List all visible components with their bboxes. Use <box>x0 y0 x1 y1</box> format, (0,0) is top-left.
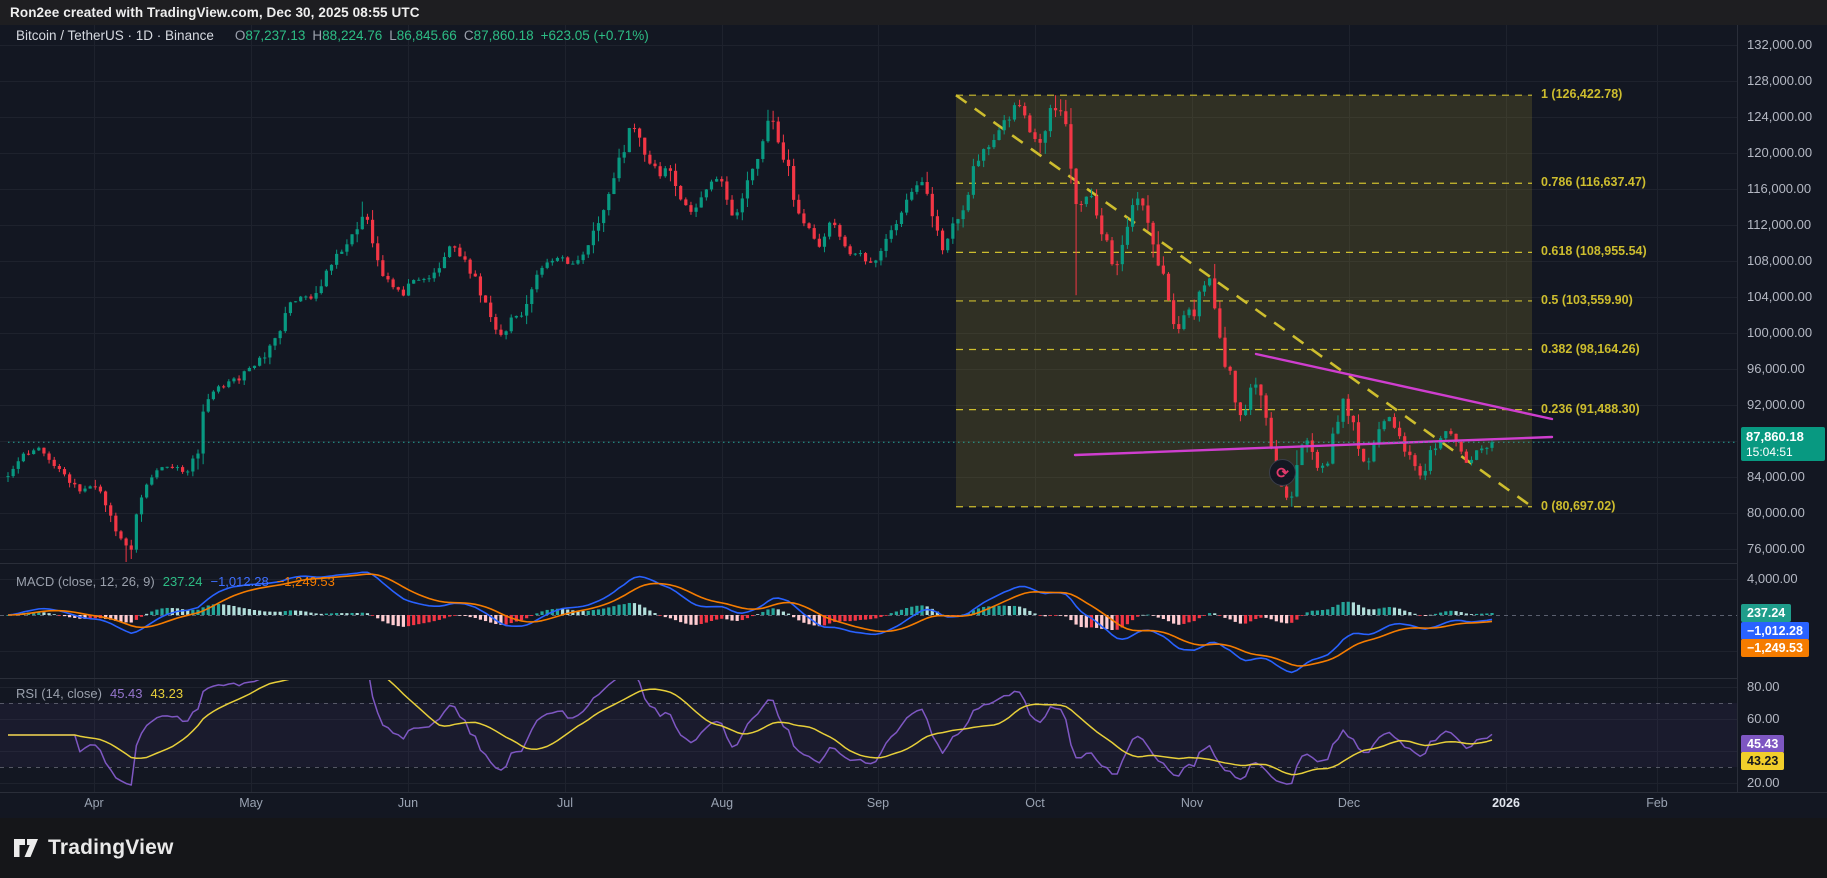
fib-level-label: 0.5 (103,559.90) <box>1541 292 1633 307</box>
price-scale-tick[interactable]: 100,000.00 <box>1747 325 1813 340</box>
price-scale-tick[interactable]: 80,000.00 <box>1747 505 1805 520</box>
symbol-header: Bitcoin / TetherUS · 1D · Binance O87,237… <box>16 28 649 43</box>
symbol-title[interactable]: Bitcoin / TetherUS · 1D · Binance <box>16 28 214 43</box>
macd-scale-tick[interactable]: 4,000.00 <box>1747 571 1798 586</box>
rsi-title[interactable]: RSI (14, close) <box>16 686 102 701</box>
logo-bar: TradingView <box>0 818 1827 878</box>
macd-value-badge: −1,012.28 <box>1741 621 1809 640</box>
price-scale-tick[interactable]: 92,000.00 <box>1747 397 1805 412</box>
indicator-status-value: −1,012.28 <box>210 574 269 589</box>
ohlc-value: 88,224.76 <box>322 28 383 43</box>
fib-level-label: 1 (126,422.78) <box>1541 87 1623 102</box>
tradingview-logo-text[interactable]: TradingView <box>48 836 174 859</box>
ohlc-value: 87,237.13 <box>245 28 306 43</box>
price-scale-tick[interactable]: 76,000.00 <box>1747 541 1805 556</box>
time-axis-label[interactable]: Dec <box>1337 796 1361 810</box>
indicator-status-value: 45.43 <box>109 686 143 701</box>
price-scale-tick[interactable]: 84,000.00 <box>1747 469 1805 484</box>
rsi-scale-tick[interactable]: 60.00 <box>1747 711 1780 726</box>
price-scale-tick[interactable]: 132,000.00 <box>1747 37 1813 52</box>
candlestick-series <box>6 95 1494 562</box>
watermark-bar: Ron2ee created with TradingView.com, Dec… <box>0 0 1827 25</box>
fib-level-label: 0.382 (98,164.26) <box>1541 341 1640 356</box>
ohlc-values: O87,237.13 H88,224.76 L86,845.66 C87,860.18 <box>228 28 534 43</box>
time-axis-label[interactable]: 2026 <box>1492 796 1520 810</box>
ohlc-key: H <box>312 28 323 43</box>
rsi-value-badge: 45.43 <box>1741 735 1785 753</box>
watermark-text: Ron2ee created with TradingView.com, Dec… <box>10 5 420 20</box>
price-scale-tick[interactable]: 120,000.00 <box>1747 145 1813 160</box>
rsi-header: RSI (14, close) 45.43 43.23 <box>16 686 183 701</box>
macd-status-values: 237.24 −1,012.28 −1,249.53 <box>155 574 335 589</box>
ohlc-key: L <box>389 28 397 43</box>
current-price-value: 87,860.18 <box>1746 429 1804 444</box>
rsi-scale-tick[interactable]: 80.00 <box>1747 679 1780 694</box>
rsi-pane <box>0 680 1737 786</box>
price-scale-tick[interactable]: 124,000.00 <box>1747 109 1813 124</box>
indicator-status-value: 237.24 <box>162 574 203 589</box>
ohlc-value: 86,845.66 <box>396 28 457 43</box>
price-scale-tick[interactable]: 128,000.00 <box>1747 73 1813 88</box>
rsi-scale-tick[interactable]: 20.00 <box>1747 775 1780 790</box>
price-scale-tick[interactable]: 108,000.00 <box>1747 253 1813 268</box>
ohlc-value: 87,860.18 <box>473 28 534 43</box>
fib-level-label: 0.236 (91,488.30) <box>1541 401 1640 416</box>
macd-value-badge: −1,249.53 <box>1741 639 1809 657</box>
gridlines <box>0 25 1737 792</box>
fib-level-label: 0.786 (116,637.47) <box>1541 175 1646 190</box>
change-value: +623.05 (+0.71%) <box>540 28 649 43</box>
ohlc-key: C <box>463 28 474 43</box>
macd-header: MACD (close, 12, 26, 9) 237.24 −1,012.28 −1… <box>16 574 335 589</box>
indicator-status-value: −1,249.53 <box>276 574 335 589</box>
tradingview-logo-icon[interactable] <box>13 836 39 860</box>
event-marker-icon[interactable]: ⟳ <box>1269 459 1296 486</box>
indicator-status-value: 43.23 <box>150 686 184 701</box>
current-price-label: 87,860.18 15:04:51 <box>1741 427 1825 461</box>
time-axis-label[interactable]: May <box>239 796 263 810</box>
price-scale-tick[interactable]: 116,000.00 <box>1747 181 1812 196</box>
time-axis-label[interactable]: Aug <box>710 796 734 810</box>
fib-level-label: 0.618 (108,955.54) <box>1541 244 1647 259</box>
time-axis-label[interactable]: Jul <box>557 796 573 810</box>
price-scale-tick[interactable]: 104,000.00 <box>1747 289 1813 304</box>
time-axis-label[interactable]: Nov <box>1180 796 1204 810</box>
price-scale-tick[interactable]: 96,000.00 <box>1747 361 1805 376</box>
trendline-lower-wedge <box>1073 435 1554 457</box>
time-axis-label[interactable]: Apr <box>84 796 104 810</box>
ohlc-key: O <box>234 28 246 43</box>
fib-trend-line <box>955 94 1533 508</box>
rsi-status-values: 45.43 43.23 <box>102 686 183 701</box>
time-axis-label[interactable]: Jun <box>397 796 419 810</box>
time-axis-label[interactable]: Oct <box>1025 796 1045 810</box>
macd-pane <box>0 571 1737 674</box>
pane-borders <box>0 25 1827 793</box>
macd-title[interactable]: MACD (close, 12, 26, 9) <box>16 574 155 589</box>
price-scale-tick[interactable]: 112,000.00 <box>1747 217 1812 232</box>
time-axis-label[interactable]: Feb <box>1646 796 1668 810</box>
rsi-value-badge: 43.23 <box>1741 752 1785 770</box>
bar-countdown: 15:04:51 <box>1746 445 1793 459</box>
fib-level-label: 0 (80,697.02) <box>1541 498 1616 513</box>
macd-value-badge: 237.24 <box>1741 604 1792 622</box>
time-axis-label[interactable]: Sep <box>866 796 890 810</box>
trendline-upper-wedge <box>1254 352 1554 421</box>
